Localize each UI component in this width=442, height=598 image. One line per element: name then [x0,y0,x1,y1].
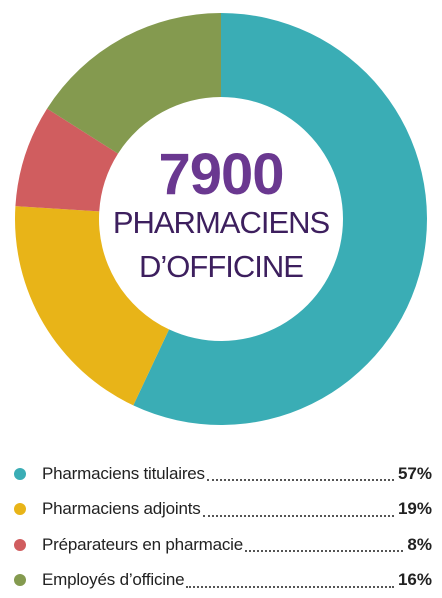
legend: Pharmaciens titulaires 57% Pharmaciens a… [14,456,432,598]
leader-dots [207,478,394,481]
center-label-line2: D’OFFICINE [100,249,342,285]
legend-value: 19% [398,499,432,519]
legend-item: Employés d’officine 16% [14,563,432,598]
legend-swatch [14,574,26,586]
legend-item: Préparateurs en pharmacie 8% [14,527,432,563]
donut-chart: 7900 PHARMACIENS D’OFFICINE [0,0,442,440]
legend-label: Préparateurs en pharmacie [42,535,243,555]
legend-label: Employés d’officine [42,570,184,590]
leader-dots [245,549,403,552]
leader-dots [186,585,394,588]
legend-value: 16% [398,570,432,590]
legend-value: 57% [398,464,432,484]
legend-label: Pharmaciens titulaires [42,464,205,484]
legend-value: 8% [407,535,432,555]
legend-swatch [14,468,26,480]
center-label-line1: PHARMACIENS [100,205,342,241]
legend-label: Pharmaciens adjoints [42,499,201,519]
center-total: 7900 [100,144,342,206]
legend-swatch [14,503,26,515]
leader-dots [203,514,394,517]
legend-swatch [14,539,26,551]
legend-item: Pharmaciens titulaires 57% [14,456,432,492]
legend-item: Pharmaciens adjoints 19% [14,492,432,528]
